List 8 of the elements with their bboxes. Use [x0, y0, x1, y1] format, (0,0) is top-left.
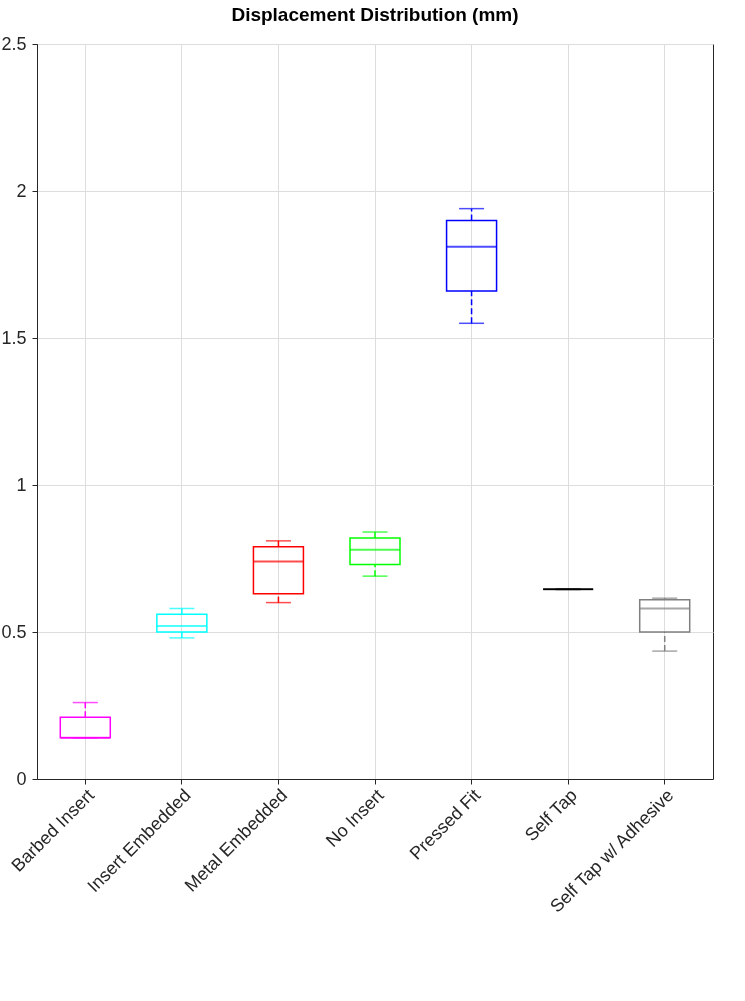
y-tick-label: 2.5 [1, 33, 27, 54]
y-tick-label: 2 [16, 180, 27, 201]
y-tick-label: 1 [16, 474, 27, 495]
x-tick-label: Self Tap [520, 785, 581, 845]
y-tick-label: 1.5 [1, 327, 27, 348]
y-tick-label: 0 [16, 768, 27, 789]
chart-title: Displacement Distribution (mm) [231, 4, 519, 25]
y-tick-label: 0.5 [1, 621, 27, 642]
